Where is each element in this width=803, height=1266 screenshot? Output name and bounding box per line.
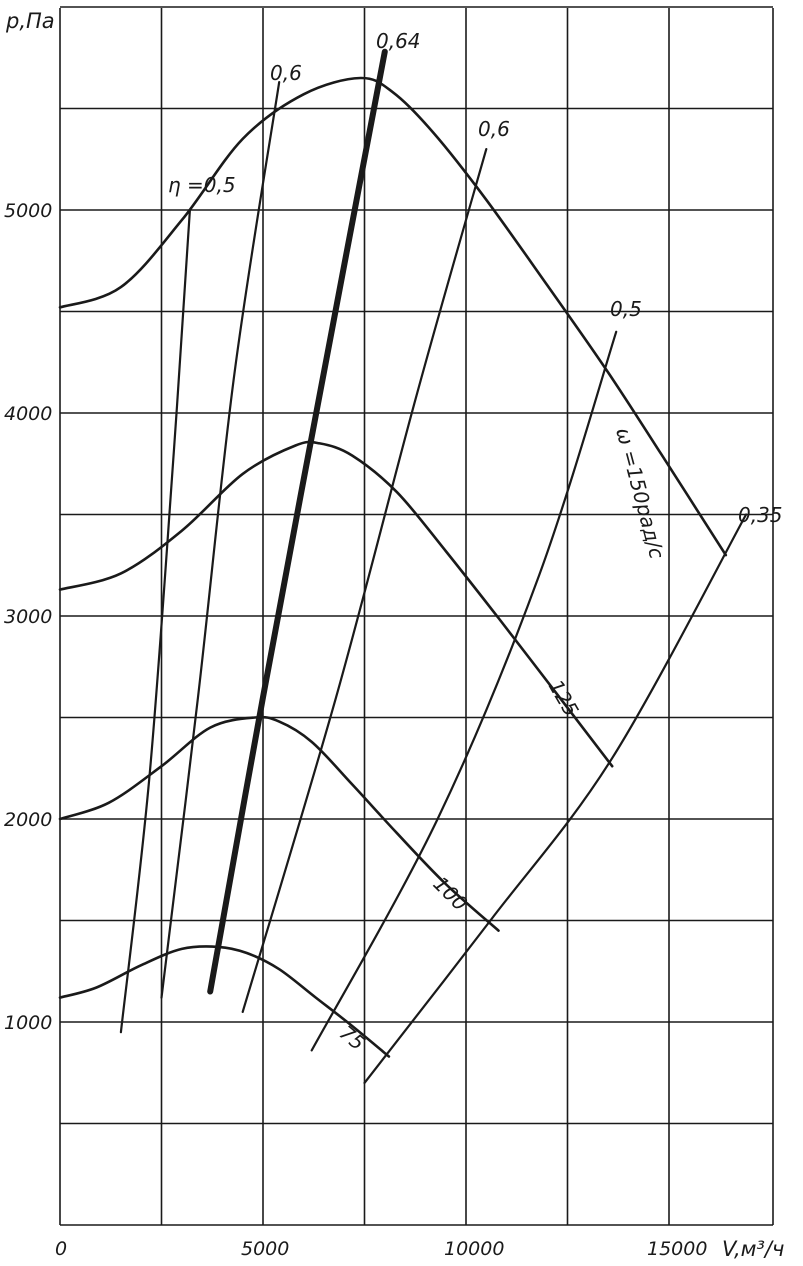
axis-labels: p,Па V,м³/ч [5,9,784,1261]
y-axis-label: p,Па [5,9,55,33]
efficiency-curves [119,48,748,1084]
curve-label-eta: η =0,5 [168,173,236,197]
curve-label-omega-125: 125 [544,676,584,721]
y-tick-label: 5000 [4,200,52,222]
pressure-curve-0 [58,76,728,557]
curve-label-eff-0-35: 0,35 [738,503,783,527]
curve-label-eff-0-6-right: 0,6 [478,117,510,141]
y-tick-label: 1000 [4,1012,52,1034]
x-tick-label: 15000 [647,1238,707,1260]
pressure-curve-1 [58,440,614,768]
efficiency-curve-4 [310,330,618,1052]
curve-label-omega-150: ω =150рад/с [611,425,669,561]
efficiency-curve-1 [160,81,281,999]
y-tick-label: 3000 [4,606,52,628]
curve-label-eff-0-5: 0,5 [610,297,642,321]
efficiency-curve-0 [119,208,191,1034]
pressure-curves [58,76,728,1058]
x-tick-label: 5000 [241,1238,289,1260]
grid [59,6,774,1226]
y-tick-label: 2000 [4,809,52,831]
curve-label-eff-0-6-left: 0,6 [270,61,302,85]
tick-labels: 0 5000 10000 15000 1000 2000 3000 4000 5000 [4,200,707,1260]
curve-labels: η =0,5 0,6 0,64 0,6 0,5 0,35 ω =150рад/с… [168,29,783,1055]
pressure-curve-2 [58,715,500,932]
x-tick-label: 10000 [444,1238,504,1260]
y-tick-label: 4000 [4,403,52,425]
efficiency-curve-3 [241,148,488,1013]
x-axis-label: V,м³/ч [722,1237,784,1261]
efficiency-curve-2 [207,48,388,995]
efficiency-curve-5 [363,513,748,1084]
curve-label-eff-0-64: 0,64 [376,29,421,53]
x-tick-label: 0 [55,1238,67,1260]
